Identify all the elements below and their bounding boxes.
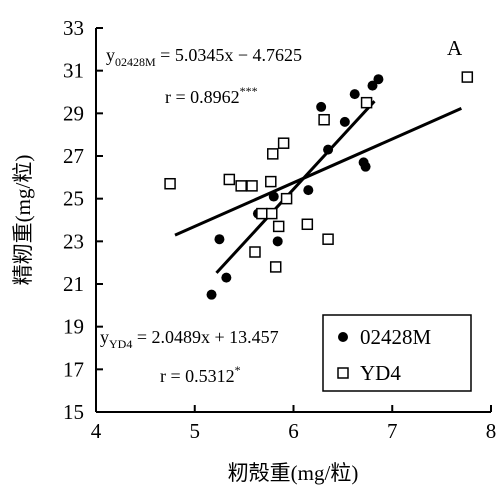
point xyxy=(322,233,334,245)
point xyxy=(256,207,268,220)
fit-line xyxy=(215,100,376,274)
point xyxy=(316,101,327,112)
eq-sub: 02428M xyxy=(115,55,156,69)
point xyxy=(221,272,232,283)
point xyxy=(339,116,350,127)
point xyxy=(269,261,282,273)
legend-marker xyxy=(338,332,348,342)
point xyxy=(272,236,283,247)
x-axis-title: 籾殻重(mg/粒) xyxy=(228,461,359,485)
r-value: r = 0.5312* xyxy=(160,363,241,386)
point xyxy=(206,289,217,300)
y-tick-label: 29 xyxy=(63,101,84,125)
fit-line xyxy=(174,107,462,237)
point xyxy=(268,191,279,202)
eq-rest: = 2.0489x + 13.457 xyxy=(132,327,278,347)
y-tick-label: 25 xyxy=(63,187,84,211)
point xyxy=(272,220,285,233)
point xyxy=(303,185,314,196)
eq-sub: YD4 xyxy=(109,337,132,351)
point xyxy=(214,234,225,245)
r-value: r = 0.8962*** xyxy=(165,84,258,107)
point xyxy=(301,218,314,231)
r-sig: * xyxy=(235,363,241,377)
y-tick-label: 27 xyxy=(63,144,84,168)
r-sig: *** xyxy=(240,84,258,98)
legend-label: YD4 xyxy=(360,361,401,385)
equation: y02428M = 5.0345x − 4.7625 xyxy=(106,45,302,69)
point xyxy=(266,207,278,220)
r-text: r = 0.5312 xyxy=(160,366,235,386)
y-tick-label: 19 xyxy=(63,315,84,339)
legend-marker xyxy=(337,367,349,379)
point xyxy=(223,173,236,186)
panel-label: A xyxy=(447,36,463,60)
point xyxy=(318,113,330,126)
point xyxy=(249,246,261,258)
y-tick-label: 15 xyxy=(63,400,84,424)
point xyxy=(164,177,176,190)
eq-y: y xyxy=(106,45,115,65)
point xyxy=(267,148,279,160)
point xyxy=(246,180,258,192)
y-tick-label: 21 xyxy=(63,272,84,296)
equation: yYD4 = 2.0489x + 13.457 xyxy=(100,327,279,351)
x-tick-label: 8 xyxy=(486,419,497,443)
point xyxy=(280,192,293,205)
point xyxy=(360,96,373,109)
y-tick-label: 33 xyxy=(63,16,84,40)
legend-label: 02428M xyxy=(360,325,432,349)
x-tick-label: 6 xyxy=(288,419,299,443)
y-tick-label: 23 xyxy=(63,229,84,253)
point xyxy=(360,161,371,172)
x-tick-label: 5 xyxy=(190,419,201,443)
point xyxy=(277,137,290,149)
point xyxy=(373,74,384,85)
point xyxy=(265,175,277,188)
r-text: r = 0.8962 xyxy=(165,87,240,107)
point xyxy=(367,80,378,91)
eq-rest: = 5.0345x − 4.7625 xyxy=(156,45,302,65)
eq-y: y xyxy=(100,327,109,347)
y-axis-title: 精籾重(mg/粒) xyxy=(11,155,35,286)
point xyxy=(323,144,334,155)
point xyxy=(349,89,360,100)
point xyxy=(235,180,247,192)
point xyxy=(461,71,474,83)
y-tick-label: 31 xyxy=(63,59,84,83)
x-tick-label: 4 xyxy=(91,419,102,443)
x-tick-label: 7 xyxy=(387,419,398,443)
y-tick-label: 17 xyxy=(63,357,84,381)
